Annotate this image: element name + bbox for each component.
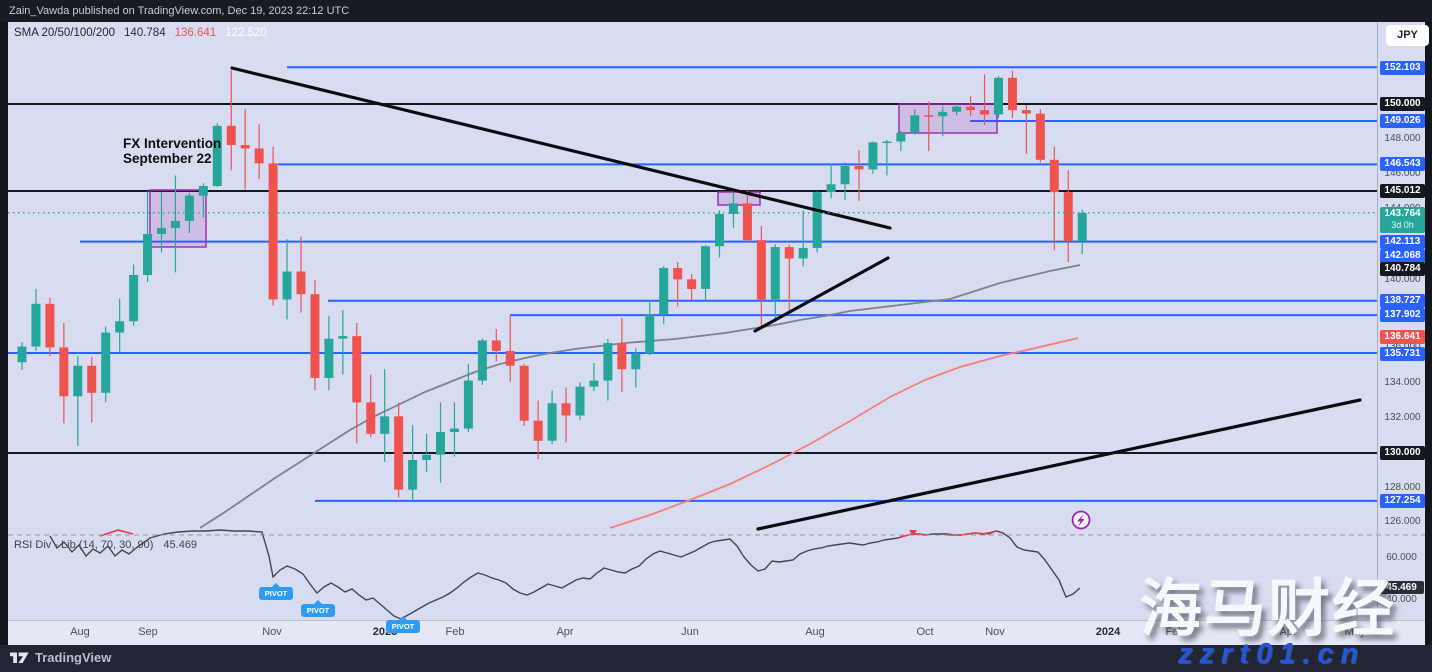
zone-box-1	[717, 191, 761, 206]
annotation-line1: FX Intervention	[123, 136, 222, 151]
pivot-pointer	[313, 600, 323, 605]
publish-info-bar: Zain_Vawda published on TradingView.com,…	[0, 0, 1432, 22]
price-tag-140.784: 140.784	[1380, 262, 1425, 276]
price-axis-label: 140.000	[1384, 274, 1421, 285]
rsi-divergence-2	[947, 530, 997, 536]
price-tag-149.026: 149.026	[1380, 114, 1425, 128]
rsi-value-tag: 45.469	[1379, 581, 1424, 594]
candles-layer	[17, 69, 1087, 501]
rsi-divergence-marker	[909, 530, 917, 536]
rsi-value: 45.469	[163, 539, 198, 551]
sma-legend-label: SMA 20/50/100/200	[14, 27, 116, 39]
time-tick-Oct: Oct	[916, 626, 934, 638]
trendline-2	[756, 398, 1362, 531]
chart-area[interactable]: SMA 20/50/100/200 140.784 136.641 122.520 F…	[8, 22, 1429, 646]
zone-box-2	[898, 103, 998, 134]
time-tick-Feb: Feb	[445, 626, 465, 638]
trendline-0	[230, 66, 892, 230]
time-tick-Aug: Aug	[805, 626, 825, 638]
rsi-divergence-0	[99, 529, 134, 537]
trendline-1	[753, 256, 890, 333]
watermark-chinese: 海马财经	[1140, 575, 1397, 644]
rsi-line	[49, 529, 1081, 620]
current-price-tag: 143.764 3d 0h	[1380, 207, 1425, 233]
price-axis-label: 126.000	[1384, 516, 1421, 527]
tradingview-logo-icon	[10, 652, 29, 663]
time-tick-Apr: Apr	[1279, 626, 1297, 638]
time-tick-Nov: Nov	[262, 626, 282, 638]
currency-toggle-button[interactable]: JPY	[1386, 25, 1429, 46]
price-tag-135.731: 135.731	[1380, 347, 1425, 361]
price-tag-150.000: 150.000	[1380, 97, 1425, 111]
pivot-marker-0[interactable]: PIVOT	[259, 583, 293, 600]
price-tag-136.641: 136.641	[1380, 330, 1425, 344]
sma-red-line	[609, 337, 1079, 529]
bar-countdown: 3d 0h	[1391, 220, 1414, 230]
price-tag-146.543: 146.543	[1380, 157, 1425, 171]
pivot-marker-2[interactable]: PIVOT	[386, 616, 420, 633]
rsi-axis-label: 60.000	[1386, 552, 1417, 563]
time-tick-Nov: Nov	[985, 626, 1005, 638]
tradingview-brand-text: TradingView	[35, 650, 112, 665]
publish-info-text: Zain_Vawda published on TradingView.com,…	[9, 5, 350, 17]
time-tick-Feb: Feb	[1165, 626, 1185, 638]
sma-value-20: 140.784	[124, 27, 166, 39]
price-axis-label: 148.000	[1384, 133, 1421, 144]
price-tag-138.727: 138.727	[1380, 294, 1425, 308]
price-tag-152.103: 152.103	[1380, 61, 1425, 75]
rsi-axis-label: 40.000	[1386, 594, 1417, 605]
price-axis-label: 146.000	[1384, 168, 1421, 179]
time-tick-May: May	[1344, 626, 1366, 638]
sma-value-50: 136.641	[174, 27, 217, 39]
rsi-divergence-1	[899, 533, 927, 538]
price-tag-142.113: 142.113	[1380, 235, 1425, 249]
time-tick-Jun: Jun	[681, 626, 699, 638]
sma-gray-line	[199, 264, 1081, 529]
price-axis-label: 132.000	[1384, 412, 1421, 423]
zone-box-0	[149, 189, 207, 248]
price-tag-142.068: 142.068	[1380, 249, 1425, 263]
price-tag-127.254: 127.254	[1380, 494, 1425, 508]
annotation-line2: September 22	[123, 151, 212, 166]
pivot-pointer	[398, 616, 408, 621]
time-tick-Apr: Apr	[556, 626, 574, 638]
current-price-value: 143.764	[1384, 208, 1421, 219]
time-axis[interactable]: Aug Sep Nov 2023 Feb Apr Jun Aug Oct Nov 2024 Feb Ap…	[8, 620, 1425, 646]
price-scale[interactable]: 148.000146.000144.000140.000136.000134.0…	[1377, 22, 1426, 620]
price-tag-130.000: 130.000	[1380, 446, 1425, 460]
time-tick-Aug: Aug	[70, 626, 90, 638]
tradingview-brand-link[interactable]: TradingView	[10, 650, 111, 665]
price-axis-label: 128.000	[1384, 482, 1421, 493]
pivot-pointer	[271, 583, 281, 588]
sma-value-100: 122.520	[225, 27, 267, 39]
price-tag-137.902: 137.902	[1380, 308, 1425, 322]
pivot-marker-1[interactable]: PIVOT	[301, 600, 335, 617]
price-axis-label: 136.000	[1380, 341, 1425, 352]
price-axis-label: 134.000	[1384, 377, 1421, 388]
flash-idea-icon	[1071, 510, 1091, 530]
sma-legend: SMA 20/50/100/200 140.784 136.641 122.520	[14, 27, 276, 39]
watermark-site-url: zzrt01.cn	[1178, 638, 1366, 670]
fx-intervention-annotation: FX Intervention September 22	[123, 136, 221, 166]
price-tag-145.012: 145.012	[1380, 184, 1425, 198]
bottom-brand-bar: TradingView	[0, 645, 1432, 672]
rsi-indicator-legend: RSI Div - Lib (14, 70, 30, 90) 45.469	[14, 539, 197, 551]
price-and-rsi-plot	[8, 66, 1425, 620]
time-tick-2024: 2024	[1095, 626, 1121, 638]
rsi-title: RSI Div - Lib (14, 70, 30, 90)	[14, 539, 154, 551]
time-tick-Sep: Sep	[138, 626, 158, 638]
